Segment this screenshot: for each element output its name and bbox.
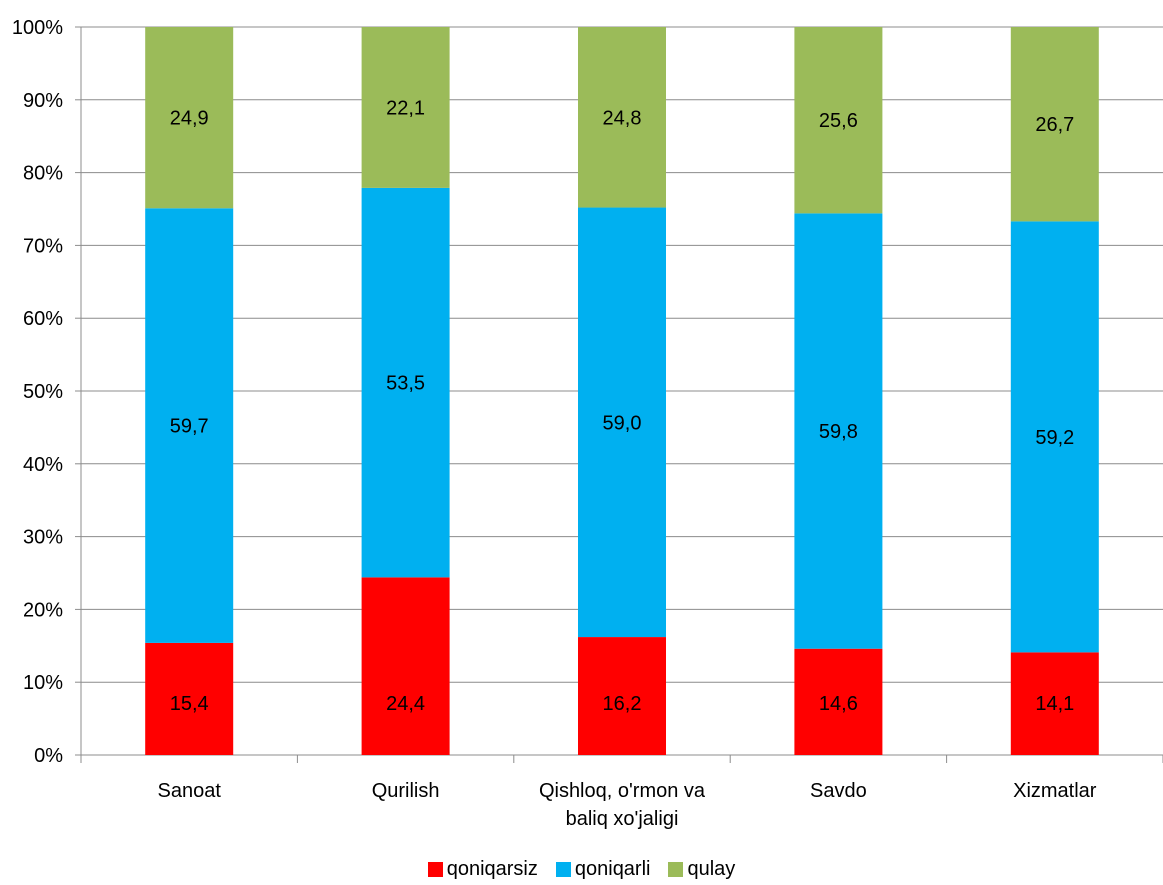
legend-item-qulay: qulay	[668, 858, 735, 881]
data-label: 24,8	[603, 107, 642, 129]
bar-segment-qulay	[145, 27, 234, 209]
x-category-label: baliq xo'jaligi	[566, 808, 679, 830]
bar-segment-qulay	[578, 27, 666, 208]
data-label: 59,8	[819, 421, 858, 443]
bar-segment-qulay	[1010, 27, 1099, 222]
data-label: 26,7	[1035, 114, 1074, 136]
x-category-label: Xizmatlar	[1013, 780, 1097, 802]
bar-segment-qoniqarsiz	[794, 648, 883, 755]
data-label: 14,6	[819, 693, 858, 715]
y-tick-label: 30%	[23, 527, 63, 549]
data-label: 53,5	[386, 373, 425, 395]
y-tick-label: 40%	[23, 454, 63, 476]
legend-label-qoniqarli: qoniqarli	[574, 858, 651, 880]
legend-label-qulay: qulay	[687, 858, 736, 880]
data-label: 24,4	[386, 693, 425, 715]
data-label: 59,2	[1035, 427, 1074, 449]
data-label: 14,1	[1035, 693, 1074, 715]
data-label: 25,6	[819, 110, 858, 132]
bar-segment-qoniqarli	[794, 213, 883, 649]
x-category-label: Sanoat	[158, 780, 222, 802]
y-tick-label: 50%	[23, 381, 63, 403]
y-tick-label: 20%	[23, 599, 63, 621]
bar-segment-qulay	[361, 27, 450, 188]
legend-swatch-qulay	[668, 862, 684, 877]
legend-swatch-qoniqarsiz	[427, 862, 443, 877]
y-tick-label: 60%	[23, 308, 63, 330]
bar-segment-qoniqarli	[145, 208, 234, 643]
bar-segment-qulay	[794, 27, 883, 214]
data-label: 59,0	[603, 412, 642, 434]
legend-swatch-qoniqarli	[555, 862, 571, 877]
bar-segment-qoniqarsiz	[145, 642, 234, 755]
data-label: 24,9	[170, 108, 209, 130]
y-tick-label: 100%	[12, 17, 63, 39]
legend-item-qoniqarsiz: qoniqarsiz	[427, 858, 538, 881]
x-category-label: Savdo	[810, 780, 867, 802]
bar-segment-qoniqarsiz	[578, 637, 666, 755]
legend: qoniqarsiz qoniqarli qulay	[0, 858, 1163, 885]
bar-segment-qoniqarli	[361, 187, 450, 578]
bar-segment-qoniqarsiz	[1010, 652, 1099, 755]
bar-segment-qoniqarli	[578, 207, 666, 638]
y-tick-label: 90%	[23, 90, 63, 112]
y-tick-label: 10%	[23, 672, 63, 694]
y-tick-label: 0%	[34, 745, 63, 767]
data-label: 59,7	[170, 416, 209, 438]
data-label: 22,1	[386, 97, 425, 119]
bar-segment-qoniqarli	[1010, 221, 1099, 653]
data-label: 16,2	[603, 693, 642, 715]
bar-segment-qoniqarsiz	[361, 577, 450, 755]
legend-label-qoniqarsiz: qoniqarsiz	[446, 858, 538, 880]
stacked-bar-chart: 0% 10% 20% 30% 40% 50% 60% 70% 80% 90% 100% 15,4 59,…	[12, 17, 1163, 830]
y-tick-label: 80%	[23, 163, 63, 185]
y-tick-label: 70%	[23, 235, 63, 257]
data-label: 15,4	[170, 693, 209, 715]
legend-item-qoniqarli: qoniqarli	[555, 858, 651, 881]
x-category-label: Qishloq, o'rmon va	[539, 780, 706, 802]
x-category-label: Qurilish	[372, 780, 440, 802]
